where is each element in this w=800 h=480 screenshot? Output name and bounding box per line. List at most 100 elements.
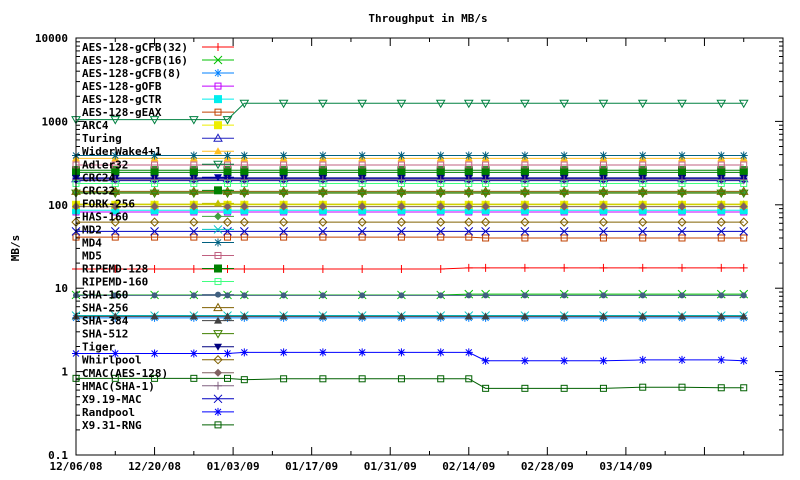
data-point <box>480 186 491 195</box>
data-point <box>279 202 288 211</box>
data-point <box>739 168 748 177</box>
data-point <box>639 292 646 299</box>
x-tick-label: 12/06/08 <box>50 460 103 473</box>
data-point <box>464 151 473 160</box>
y-tick-label: 10 <box>55 282 68 295</box>
data-point <box>240 348 249 357</box>
x-tick-label: 01/03/09 <box>207 460 260 473</box>
data-point <box>318 312 327 320</box>
data-point <box>189 175 198 184</box>
data-point <box>110 189 121 199</box>
data-point <box>559 217 569 227</box>
data-point <box>150 227 159 236</box>
legend-label: RIPEMD-128 <box>82 263 148 276</box>
data-point <box>358 348 367 357</box>
data-point <box>357 186 368 195</box>
data-point <box>358 202 367 211</box>
legend-entry: RIPEMD-128 <box>82 263 234 276</box>
data-point <box>318 186 328 195</box>
data-point <box>280 161 288 169</box>
data-point <box>150 151 159 160</box>
data-point <box>149 189 160 199</box>
legend-label: MD2 <box>82 223 102 236</box>
data-point <box>678 355 686 364</box>
x-tick-label: 03/14/09 <box>599 460 652 473</box>
data-point <box>224 292 231 299</box>
data-point <box>397 375 405 383</box>
data-point <box>599 263 608 272</box>
data-point <box>559 227 569 236</box>
data-point <box>637 99 648 109</box>
series-arc4 <box>72 200 748 209</box>
data-point <box>397 202 406 211</box>
data-point <box>358 175 367 184</box>
data-point <box>359 292 366 299</box>
data-point <box>149 217 160 227</box>
data-point <box>638 202 647 211</box>
data-point <box>111 374 119 382</box>
data-point <box>677 189 687 199</box>
legend-marker <box>214 381 222 390</box>
series-x9-31-rng <box>72 374 748 392</box>
data-point <box>521 161 529 169</box>
y-tick-label: 10000 <box>35 32 68 45</box>
legend-marker <box>214 343 222 351</box>
data-point <box>396 189 407 199</box>
data-point <box>599 168 608 177</box>
data-point <box>678 175 686 184</box>
data-point <box>739 175 748 184</box>
data-point <box>240 376 248 384</box>
data-point <box>464 263 473 272</box>
data-point <box>319 375 327 383</box>
legend-marker <box>214 186 222 195</box>
data-point <box>437 233 445 241</box>
data-point <box>397 161 405 169</box>
data-point <box>717 384 725 392</box>
data-point <box>398 292 405 299</box>
data-point <box>189 349 198 358</box>
data-point <box>677 227 687 236</box>
data-point <box>678 234 686 242</box>
data-point <box>223 349 232 358</box>
data-point <box>436 264 445 273</box>
data-point <box>318 348 327 357</box>
data-point <box>481 312 490 320</box>
data-point <box>280 292 287 299</box>
series-line <box>76 236 744 239</box>
plot-area <box>71 99 749 392</box>
data-point <box>223 312 232 320</box>
legend-entry: SHA-160 <box>82 289 234 302</box>
data-point <box>358 312 367 320</box>
data-point <box>319 161 327 169</box>
data-point <box>358 161 366 169</box>
legend-marker <box>214 278 222 286</box>
data-point <box>638 263 647 272</box>
legend-entry: MD5 <box>82 249 234 262</box>
data-point <box>279 227 288 236</box>
data-point <box>559 186 570 195</box>
data-point <box>111 202 120 211</box>
legend-entry: HAS-160 <box>82 210 234 223</box>
series-randpool <box>72 348 748 365</box>
data-point <box>190 292 197 299</box>
data-point <box>717 161 725 169</box>
legend: AES-128-gCFB(32)AES-128-gCFB(16)AES-128-… <box>82 41 234 432</box>
series-ripemd-128 <box>72 168 748 177</box>
legend-entry: AES-128-gCTR <box>82 93 234 106</box>
data-point <box>397 175 406 184</box>
data-point <box>437 375 445 383</box>
data-point <box>190 374 198 382</box>
data-point <box>481 263 490 272</box>
legend-marker <box>213 355 223 365</box>
data-point <box>559 99 570 109</box>
x-tick-label: 02/28/09 <box>521 460 574 473</box>
legend-entry: CMAC(AES-128) <box>82 367 234 380</box>
data-point <box>240 151 249 160</box>
legend-marker <box>214 316 222 324</box>
data-point <box>464 227 474 236</box>
data-point <box>240 202 249 211</box>
data-point <box>110 217 120 227</box>
legend-label: SHA-384 <box>82 315 129 328</box>
data-point <box>396 217 407 227</box>
data-point <box>638 151 647 160</box>
